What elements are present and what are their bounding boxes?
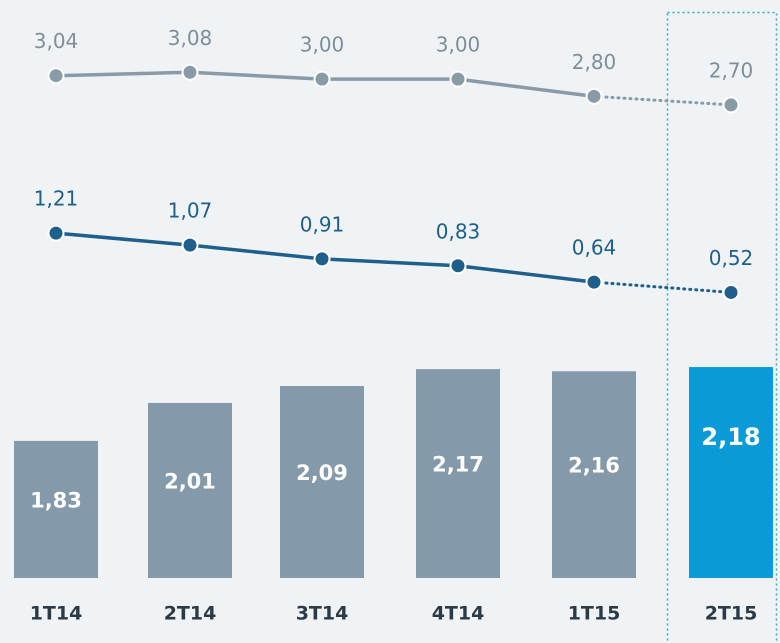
line-point xyxy=(313,250,331,268)
bar xyxy=(689,367,773,578)
line-value-label: 3,04 xyxy=(34,29,79,53)
line-value-label: 0,91 xyxy=(300,212,345,236)
line-point xyxy=(181,63,199,81)
line-point xyxy=(47,67,65,85)
line-value-label: 2,80 xyxy=(572,50,617,74)
line-value-label: 0,64 xyxy=(572,236,617,260)
line-point xyxy=(313,70,331,88)
line-value-label: 3,08 xyxy=(168,26,213,50)
line-value-label: 1,07 xyxy=(168,199,213,223)
line-point xyxy=(585,273,603,291)
line-point xyxy=(449,257,467,275)
line-value-label: 0,52 xyxy=(709,246,754,270)
x-tick-label: 3T14 xyxy=(296,603,349,625)
line-point xyxy=(585,87,603,105)
line-point xyxy=(722,283,740,301)
bar-value-label: 2,01 xyxy=(164,469,216,493)
bar-value-label: 2,09 xyxy=(296,461,348,485)
line-estimate xyxy=(592,280,733,294)
line-value-label: 3,00 xyxy=(300,33,345,57)
line-point xyxy=(722,96,740,114)
line-value-label: 1,21 xyxy=(34,187,79,211)
bar-value-label: 2,16 xyxy=(568,454,620,478)
line-value-label: 2,70 xyxy=(709,58,754,82)
line-point xyxy=(47,224,65,242)
bar xyxy=(280,386,364,578)
bar xyxy=(552,371,636,578)
x-tick-label: 1T14 xyxy=(30,603,83,625)
x-tick-label: 2T14 xyxy=(164,603,217,625)
bar-value-label: 2,17 xyxy=(432,453,484,477)
x-tick-label: 1T15 xyxy=(568,603,621,625)
x-tick-label: 4T14 xyxy=(432,603,485,625)
line-point xyxy=(449,70,467,88)
bar-value-label: 2,18 xyxy=(701,423,760,451)
bar xyxy=(148,402,232,578)
bar xyxy=(14,440,98,578)
line-value-label: 3,00 xyxy=(436,33,481,57)
bar xyxy=(416,369,500,578)
x-tick-label: 2T15 xyxy=(705,603,758,625)
bar-value-label: 1,83 xyxy=(30,488,82,512)
line-point xyxy=(181,236,199,254)
line-value-label: 0,83 xyxy=(436,219,481,243)
line-estimate xyxy=(592,94,733,107)
